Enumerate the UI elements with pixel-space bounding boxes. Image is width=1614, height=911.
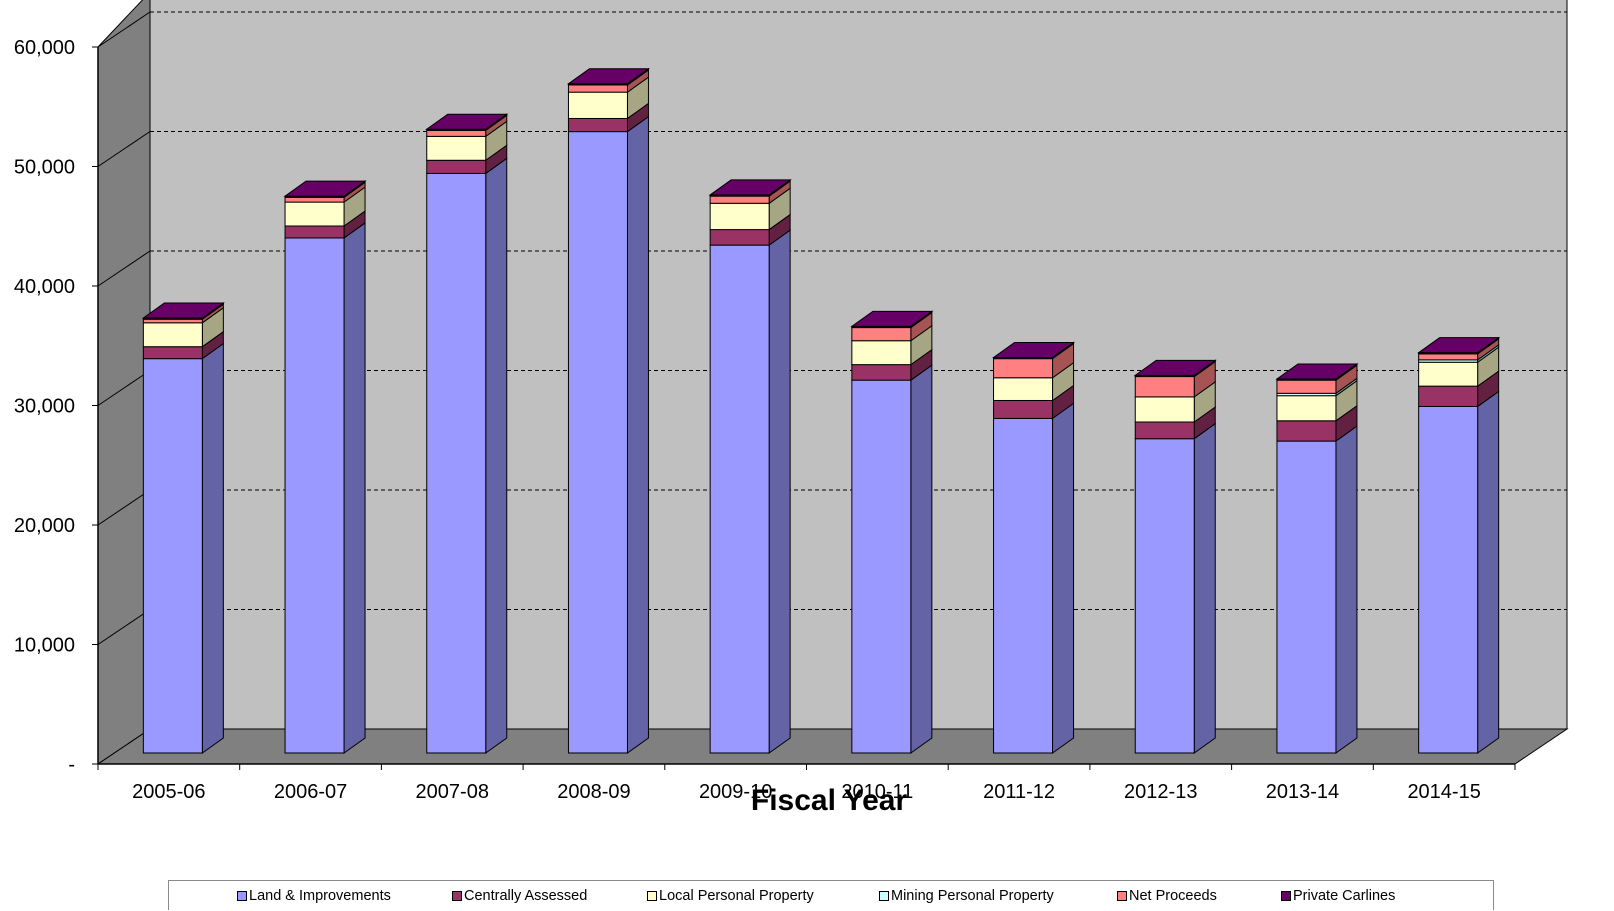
bar-segment xyxy=(285,202,344,226)
bar-segment xyxy=(285,197,344,202)
bar-segment xyxy=(143,359,202,753)
legend-swatch xyxy=(1117,891,1127,901)
legend-label: Private Carlines xyxy=(1293,888,1395,904)
x-tick-label: 2011-12 xyxy=(983,781,1055,803)
bar-stack xyxy=(1419,338,1499,753)
x-tick-label: 2013-14 xyxy=(1266,781,1339,803)
legend-label: Net Proceeds xyxy=(1129,888,1217,904)
y-tick-label: 50,000 xyxy=(14,157,75,179)
legend-item: Mining Personal Property xyxy=(879,888,1054,904)
bar-segment xyxy=(1135,422,1194,439)
bar-segment xyxy=(852,341,911,365)
bar-segment xyxy=(1419,354,1478,360)
legend-swatch xyxy=(237,891,247,901)
bar-stack xyxy=(994,342,1074,753)
y-tick-label: 20,000 xyxy=(14,515,75,537)
bar-segment xyxy=(568,92,627,118)
y-tick-label: 60,000 xyxy=(14,37,75,59)
bar-segment-side xyxy=(344,223,365,753)
y-tick-label: - xyxy=(68,754,75,776)
bar-segment xyxy=(427,136,486,160)
bar-segment xyxy=(710,230,769,246)
bar-segment xyxy=(710,196,769,203)
y-tick-labels: - 10,000 20,000 30,000 40,000 50,000 60,000 xyxy=(14,37,75,776)
bar-stack xyxy=(143,303,223,753)
legend-label: Local Personal Property xyxy=(659,888,814,904)
bar-segment xyxy=(1419,386,1478,406)
legend-item: Land & Improvements xyxy=(237,888,391,904)
legend-label: Mining Personal Property xyxy=(891,888,1054,904)
x-tick-label: 2012-13 xyxy=(1124,781,1197,803)
bar-segment xyxy=(427,160,486,173)
bar-stack xyxy=(568,69,648,753)
x-tick-label: 2007-08 xyxy=(416,781,489,803)
legend-label: Land & Improvements xyxy=(249,888,391,904)
bar-segment-side xyxy=(486,158,507,753)
bar-segment xyxy=(994,418,1053,753)
bar-segment xyxy=(710,245,769,753)
bar-segment xyxy=(1277,380,1336,393)
bar-segment-side xyxy=(769,230,790,753)
bar-segment xyxy=(143,347,202,359)
bar-segment xyxy=(143,319,202,323)
bar-segment xyxy=(568,132,627,753)
bar-segment xyxy=(1135,397,1194,422)
bar-stack xyxy=(427,114,507,753)
legend-swatch xyxy=(452,891,462,901)
bar-stack xyxy=(710,180,790,753)
bar-segment xyxy=(285,226,344,238)
bar-segment xyxy=(852,380,911,753)
bar-stack xyxy=(1135,360,1215,753)
bar-stack xyxy=(1277,364,1357,753)
legend: Land & Improvements Centrally Assessed Loc… xyxy=(168,880,1494,910)
x-tick-label: 2006-07 xyxy=(274,781,347,803)
legend-swatch xyxy=(1281,891,1291,901)
bar-segment xyxy=(710,203,769,229)
bar-segment xyxy=(994,378,1053,401)
bar-segment xyxy=(427,173,486,753)
bar-segment-side xyxy=(627,117,648,753)
y-tick-label: 10,000 xyxy=(14,635,75,657)
bar-segment xyxy=(1277,421,1336,441)
bar-segment-side xyxy=(1053,403,1074,753)
bar-segment-side xyxy=(202,344,223,753)
x-tick-label: 2014-15 xyxy=(1407,781,1480,803)
bar-segment xyxy=(852,328,911,341)
x-axis-title: Fiscal Year xyxy=(751,784,908,817)
legend-item: Centrally Assessed xyxy=(452,888,587,904)
bar-segment xyxy=(568,85,627,92)
bar-segment xyxy=(568,118,627,131)
legend-item: Net Proceeds xyxy=(1117,888,1217,904)
bar-segment-side xyxy=(1478,391,1499,753)
x-tick-label: 2008-09 xyxy=(557,781,630,803)
bar-segment xyxy=(994,359,1053,378)
bar-segment xyxy=(1419,362,1478,386)
bar-segment-side xyxy=(1194,424,1215,753)
bar-segment xyxy=(285,238,344,753)
bar-segment-side xyxy=(1336,426,1357,753)
bar-segment xyxy=(1135,377,1194,397)
bar-segment xyxy=(1419,406,1478,753)
legend-swatch xyxy=(647,891,657,901)
legend-label: Centrally Assessed xyxy=(464,888,587,904)
bar-stack xyxy=(285,181,365,753)
bar-segment xyxy=(143,323,202,347)
y-tick-label: 30,000 xyxy=(14,396,75,418)
bar-segment xyxy=(1277,441,1336,753)
legend-item: Private Carlines xyxy=(1281,888,1395,904)
bar-segment xyxy=(852,365,911,381)
bar-segment xyxy=(1277,396,1336,421)
bar-segment-side xyxy=(911,365,932,753)
x-tick-label: 2005-06 xyxy=(132,781,205,803)
bar-segment xyxy=(1135,439,1194,753)
bar-segment xyxy=(427,130,486,136)
bar-segment xyxy=(994,400,1053,418)
bar-stack xyxy=(852,311,932,753)
legend-swatch xyxy=(879,891,889,901)
y-tick-label: 40,000 xyxy=(14,276,75,298)
legend-item: Local Personal Property xyxy=(647,888,814,904)
side-wall xyxy=(98,0,150,764)
